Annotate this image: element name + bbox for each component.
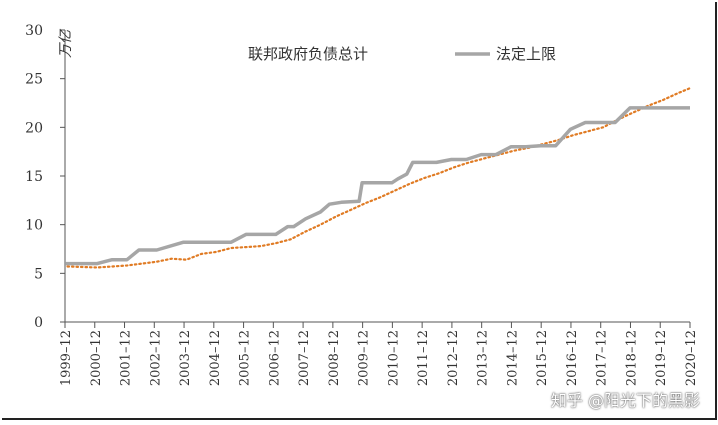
- x-tick-label: 2011–12: [416, 330, 431, 386]
- x-tick-label: 2000–12: [89, 330, 104, 386]
- x-tick-label: 2010–12: [386, 330, 401, 386]
- x-tick-label: 2013–12: [476, 330, 491, 386]
- y-unit-label: 万亿: [58, 28, 74, 58]
- x-tick-label: 2017–12: [595, 330, 610, 386]
- x-tick-label: 2018–12: [624, 330, 639, 386]
- x-tick-label: 2003–12: [178, 330, 193, 386]
- x-tick-label: 2019–12: [654, 330, 669, 386]
- watermark: 知乎 @阳光下的黑影: [550, 391, 700, 410]
- y-tick-label: 0: [34, 315, 43, 331]
- series-line: [66, 87, 691, 269]
- x-tick-label: 2016–12: [565, 330, 580, 386]
- y-tick-label: 15: [25, 169, 43, 185]
- legend-label: 联邦政府负债总计: [248, 45, 368, 63]
- y-tick-label: 10: [25, 218, 43, 234]
- x-tick-label: 1999–12: [59, 330, 74, 386]
- x-tick-label: 2005–12: [238, 330, 253, 386]
- y-tick-label: 25: [25, 72, 43, 88]
- y-tick-label: 30: [25, 23, 43, 39]
- x-tick-label: 2001–12: [119, 330, 134, 386]
- y-tick-label: 5: [34, 266, 43, 282]
- legend-label: 法定上限: [496, 45, 556, 63]
- x-tick-label: 2009–12: [357, 330, 372, 386]
- x-tick-label: 2020–12: [684, 330, 699, 386]
- x-tick-label: 2012–12: [446, 330, 461, 386]
- x-tick-label: 2015–12: [535, 330, 550, 386]
- x-tick-label: 2014–12: [505, 330, 520, 386]
- x-tick-label: 2004–12: [208, 330, 223, 386]
- y-tick-label: 20: [25, 120, 43, 136]
- x-tick-label: 2007–12: [297, 330, 312, 386]
- x-tick-label: 2002–12: [148, 330, 163, 386]
- x-tick-label: 2008–12: [327, 330, 342, 386]
- series-line: [65, 106, 690, 266]
- x-tick-label: 2006–12: [267, 330, 282, 386]
